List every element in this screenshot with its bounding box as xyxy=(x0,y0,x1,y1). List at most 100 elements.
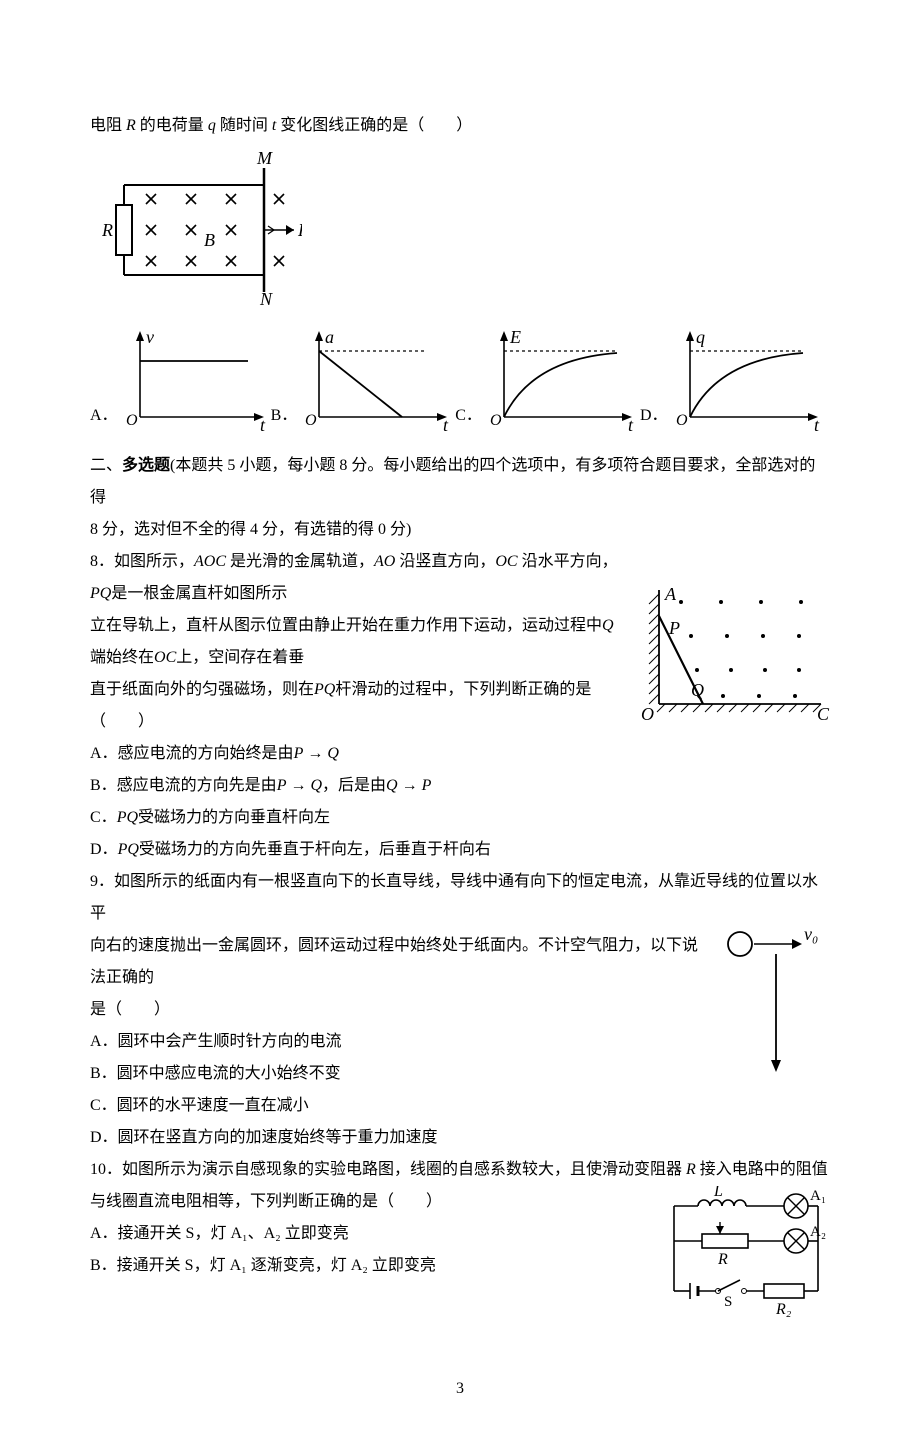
circuit-svg: R M N B xyxy=(102,150,302,305)
var-R: R xyxy=(126,117,136,134)
q7-continuation: 电阻 R 的电荷量 q 随时间 t 变化图线正确的是（ ） xyxy=(90,110,830,142)
C-label: C xyxy=(817,704,830,724)
q8-figure: A P Q O C xyxy=(635,586,830,738)
F-label: F xyxy=(297,220,302,240)
t: B．感应电流的方向先是由 xyxy=(90,777,277,794)
t: C． xyxy=(90,809,117,826)
arrow: → xyxy=(286,777,310,794)
plot-D-svg: O q t xyxy=(668,327,828,432)
label-A: A． xyxy=(90,400,118,432)
R-label: R xyxy=(102,220,113,240)
circuit-figure: R M N B xyxy=(102,150,830,317)
A-label: A xyxy=(664,586,677,604)
R2-label: R₂ xyxy=(775,1301,792,1318)
rest: (本题共 5 小题，每小题 8 分。每小题给出的四个选项中，有多项符合题目要求，… xyxy=(90,457,815,506)
q10-stem-1: 10．如图所示为演示自感现象的实验电路图，线圈的自感系数较大，且使滑动变阻器 R… xyxy=(90,1154,830,1186)
t: 沿水平方向， xyxy=(518,553,618,570)
t: 上，空间存在着垂 xyxy=(176,649,304,666)
t: ，后是由 xyxy=(322,777,386,794)
origin: O xyxy=(490,412,502,429)
v: AO xyxy=(374,553,395,570)
x-label: t xyxy=(814,415,820,432)
q9-stem-2: 向右的速度抛出一金属圆环，圆环运动过程中始终处于纸面内。不计空气阻力，以下说法正… xyxy=(90,930,830,994)
q8-optB: B．感应电流的方向先是由P → Q，后是由Q → P xyxy=(90,770,830,802)
t: 是光滑的金属轨道， xyxy=(226,553,374,570)
section2-heading-2: 8 分，选对但不全的得 4 分，有选错的得 0 分) xyxy=(90,514,830,546)
text: 变化图线正确的是（ ） xyxy=(276,117,472,134)
q9-optB: B．圆环中感应电流的大小始终不变 xyxy=(90,1058,830,1090)
v: PQ xyxy=(118,841,139,858)
arrow: → xyxy=(303,745,327,762)
plot-B: B． O a t xyxy=(279,327,458,432)
q9-stem-3: 是（ ） xyxy=(90,994,830,1026)
v: Q xyxy=(602,617,614,634)
x-label: t xyxy=(260,415,266,432)
t: 受磁场力的方向先垂直于杆向左，后垂直于杆向右 xyxy=(139,841,491,858)
t: 10．如图所示为演示自感现象的实验电路图，线圈的自感系数较大，且使滑动变阻器 xyxy=(90,1161,686,1178)
P-label: P xyxy=(668,618,680,638)
t: D． xyxy=(90,841,118,858)
origin: O xyxy=(126,412,138,429)
t: 8．如图所示， xyxy=(90,553,194,570)
arrow: → xyxy=(398,777,422,794)
question-8: A P Q O C 8．如图所示，AOC 是光滑的金属轨道，AO 沿竖直方向，O… xyxy=(90,546,830,866)
v: P xyxy=(422,777,432,794)
y-label: a xyxy=(325,327,334,347)
text: 电阻 xyxy=(90,117,126,134)
v: P xyxy=(294,745,304,762)
A1-label: A₁ xyxy=(810,1188,826,1204)
q8-optA: A．感应电流的方向始终是由P → Q xyxy=(90,738,830,770)
bold-title: 多选题 xyxy=(122,457,170,474)
label-C: C． xyxy=(455,400,482,432)
v: OC xyxy=(154,649,176,666)
x-label: t xyxy=(443,415,449,432)
page-number: 3 xyxy=(90,1373,830,1405)
plot-A: A． O v t xyxy=(90,327,273,432)
v: Q xyxy=(310,777,322,794)
prefix: 二、 xyxy=(90,457,122,474)
v: PQ xyxy=(117,809,138,826)
q9-optC: C．圆环的水平速度一直在减小 xyxy=(90,1090,830,1122)
label-D: D． xyxy=(640,400,668,432)
q8-optD: D．PQ受磁场力的方向先垂直于杆向左，后垂直于杆向右 xyxy=(90,834,830,866)
t: 沿竖直方向， xyxy=(395,553,495,570)
q9-optA: A．圆环中会产生顺时针方向的电流 xyxy=(90,1026,830,1058)
origin: O xyxy=(676,412,688,429)
v: AOC xyxy=(194,553,226,570)
plot-B-svg: O a t xyxy=(297,327,457,432)
t: 直于纸面向外的匀强磁场，则在 xyxy=(90,681,314,698)
y-label: v xyxy=(146,327,154,347)
question-9: 9．如图所示的纸面内有一根竖直向下的长直导线，导线中通有向下的恒定电流，从靠近导… xyxy=(90,866,830,1154)
v0-label: v₀ xyxy=(804,926,818,944)
M-label: M xyxy=(256,150,273,168)
plot-D: D． O q t xyxy=(648,327,828,432)
q10-figure: L A₁ A₂ R xyxy=(660,1186,830,1333)
v: PQ xyxy=(90,585,111,602)
B-label: B xyxy=(204,230,215,250)
t: 端始终在 xyxy=(90,649,154,666)
L-label: L xyxy=(713,1186,723,1200)
v: Q xyxy=(386,777,398,794)
var-q: q xyxy=(208,117,216,134)
t: A．感应电流的方向始终是由 xyxy=(90,745,294,762)
Q-label: Q xyxy=(691,680,704,700)
option-plots-row: A． O v t B． O a t xyxy=(90,327,830,432)
plot-C: C． O E t xyxy=(463,327,642,432)
y-label: E xyxy=(509,327,521,347)
q9-stem-1: 9．如图所示的纸面内有一根竖直向下的长直导线，导线中通有向下的恒定电流，从靠近导… xyxy=(90,866,830,930)
origin: O xyxy=(305,412,317,429)
label-B: B． xyxy=(271,400,298,432)
q9-optD: D．圆环在竖直方向的加速度始终等于重力加速度 xyxy=(90,1122,830,1154)
y-label: q xyxy=(696,327,705,347)
x-label: t xyxy=(628,415,634,432)
question-10: 10．如图所示为演示自感现象的实验电路图，线圈的自感系数较大，且使滑动变阻器 R… xyxy=(90,1154,830,1282)
section2-heading: 二、多选题(本题共 5 小题，每小题 8 分。每小题给出的四个选项中，有多项符合… xyxy=(90,450,830,514)
N-label: N xyxy=(259,289,273,305)
t: 受磁场力的方向垂直杆向左 xyxy=(138,809,330,826)
text: 的电荷量 xyxy=(136,117,208,134)
R-label: R xyxy=(717,1251,728,1268)
v: PQ xyxy=(314,681,335,698)
v: OC xyxy=(495,553,517,570)
O-label: O xyxy=(641,704,654,724)
q9-figure: v₀ xyxy=(720,926,830,1093)
